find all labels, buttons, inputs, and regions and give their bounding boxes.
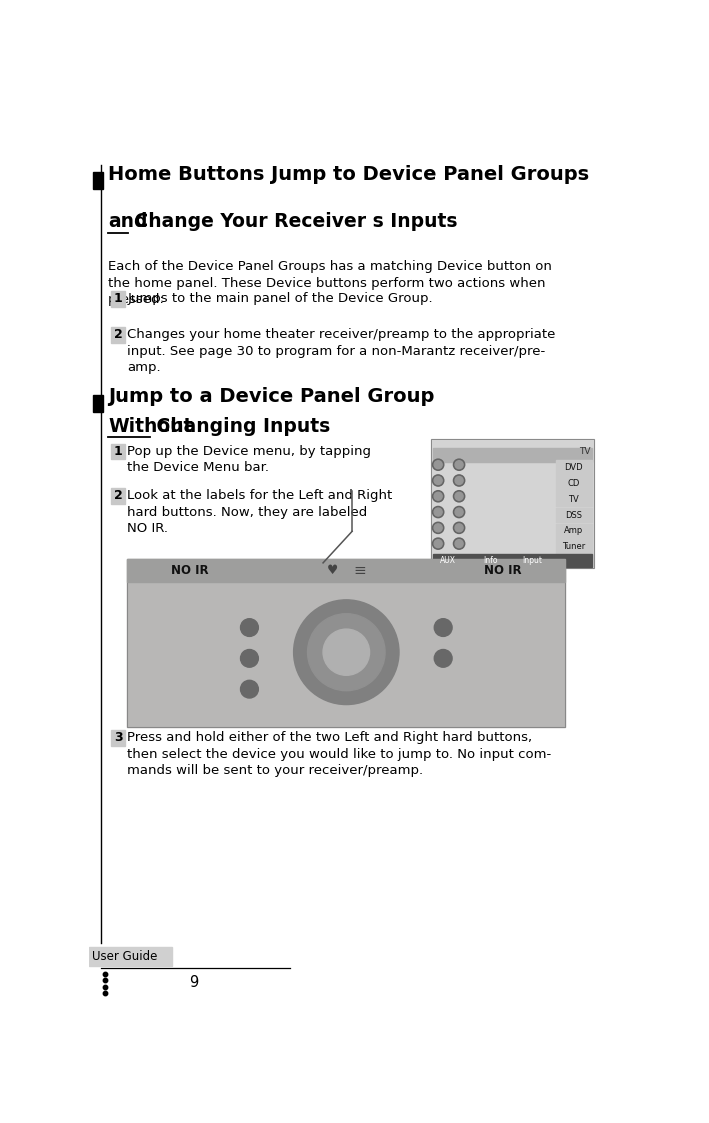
- Text: Look at the labels for the Left and Right: Look at the labels for the Left and Righ…: [128, 490, 393, 502]
- Text: and: and: [108, 212, 147, 231]
- Text: NO IR: NO IR: [171, 564, 208, 577]
- Text: Jumps to the main panel of the Device Group.: Jumps to the main panel of the Device Gr…: [128, 292, 433, 305]
- Bar: [556, 460, 591, 475]
- Circle shape: [240, 619, 258, 637]
- Bar: [94, 395, 103, 412]
- Circle shape: [435, 619, 452, 637]
- Text: 1: 1: [114, 445, 123, 457]
- Text: 1: 1: [114, 292, 123, 305]
- Circle shape: [455, 540, 463, 548]
- Bar: [128, 559, 565, 582]
- Circle shape: [434, 476, 442, 484]
- Text: the home panel. These Device buttons perform two actions when: the home panel. These Device buttons per…: [108, 277, 545, 290]
- Bar: [111, 444, 125, 459]
- Circle shape: [435, 649, 452, 667]
- Circle shape: [308, 613, 385, 691]
- Text: 9: 9: [189, 975, 198, 989]
- Bar: [128, 559, 565, 727]
- Text: DSS: DSS: [565, 511, 582, 520]
- Text: mands will be sent to your receiver/preamp.: mands will be sent to your receiver/prea…: [128, 764, 423, 777]
- Circle shape: [455, 508, 463, 517]
- Circle shape: [432, 491, 444, 502]
- Circle shape: [434, 523, 442, 532]
- Circle shape: [323, 629, 369, 675]
- Text: input. See page 30 to program for a non-Marantz receiver/pre-: input. See page 30 to program for a non-…: [128, 345, 546, 358]
- Text: Jump to a Device Panel Group: Jump to a Device Panel Group: [108, 387, 435, 407]
- Bar: [432, 554, 593, 567]
- Text: hard buttons. Now, they are labeled: hard buttons. Now, they are labeled: [128, 505, 368, 519]
- Text: the Device Menu bar.: the Device Menu bar.: [128, 462, 269, 474]
- Text: pressed:: pressed:: [108, 293, 165, 307]
- Bar: [556, 539, 591, 554]
- Circle shape: [454, 491, 464, 502]
- Circle shape: [432, 522, 444, 533]
- Text: then select the device you would like to jump to. No input com-: then select the device you would like to…: [128, 748, 552, 760]
- Bar: [111, 327, 125, 343]
- Text: TV: TV: [568, 495, 579, 504]
- Circle shape: [454, 506, 464, 518]
- Bar: [556, 508, 591, 522]
- Circle shape: [434, 492, 442, 500]
- Circle shape: [454, 459, 464, 471]
- Text: Input: Input: [523, 556, 542, 565]
- Bar: [128, 559, 565, 727]
- Text: 2: 2: [114, 328, 123, 341]
- Text: Tuner: Tuner: [562, 542, 585, 551]
- Text: Each of the Device Panel Groups has a matching Device button on: Each of the Device Panel Groups has a ma…: [108, 261, 552, 273]
- Text: DVD: DVD: [564, 464, 583, 473]
- Bar: [111, 291, 125, 307]
- Bar: [111, 489, 125, 504]
- Text: NO IR: NO IR: [484, 564, 522, 577]
- Text: TV: TV: [579, 447, 591, 456]
- Text: Amp: Amp: [564, 527, 583, 536]
- Text: Changing Inputs: Changing Inputs: [150, 417, 330, 436]
- Text: Home Buttons Jump to Device Panel Groups: Home Buttons Jump to Device Panel Groups: [108, 165, 589, 183]
- Text: Info: Info: [483, 556, 497, 565]
- Text: NO IR.: NO IR.: [128, 522, 168, 536]
- Text: User Guide: User Guide: [92, 950, 158, 962]
- Circle shape: [455, 523, 463, 532]
- Bar: [89, 947, 172, 966]
- Circle shape: [455, 460, 463, 468]
- Text: AUX: AUX: [440, 556, 455, 565]
- Text: Without: Without: [108, 417, 192, 436]
- Circle shape: [240, 681, 258, 699]
- Circle shape: [432, 459, 444, 471]
- Circle shape: [294, 600, 399, 704]
- Bar: [94, 173, 103, 190]
- Text: 3: 3: [114, 731, 123, 743]
- Circle shape: [434, 540, 442, 548]
- Text: amp.: amp.: [128, 362, 161, 374]
- Circle shape: [455, 492, 463, 500]
- Bar: [431, 439, 594, 568]
- Text: 2: 2: [114, 490, 123, 502]
- Circle shape: [432, 538, 444, 549]
- Circle shape: [454, 522, 464, 533]
- Circle shape: [434, 460, 442, 468]
- Circle shape: [455, 476, 463, 484]
- Circle shape: [454, 538, 464, 549]
- Bar: [556, 492, 591, 506]
- Circle shape: [432, 475, 444, 486]
- Text: Changes your home theater receiver/preamp to the appropriate: Changes your home theater receiver/pream…: [128, 328, 556, 341]
- Bar: [431, 439, 594, 568]
- Circle shape: [432, 506, 444, 518]
- Circle shape: [454, 475, 464, 486]
- Text: Pop up the Device menu, by tapping: Pop up the Device menu, by tapping: [128, 445, 372, 457]
- Text: Press and hold either of the two Left and Right hard buttons,: Press and hold either of the two Left an…: [128, 731, 532, 743]
- Text: ≡: ≡: [354, 563, 367, 578]
- Bar: [111, 730, 125, 746]
- Bar: [556, 476, 591, 491]
- Text: Change Your Receiver s Inputs: Change Your Receiver s Inputs: [128, 212, 457, 231]
- Text: ♥: ♥: [327, 564, 338, 577]
- Text: CD: CD: [567, 480, 579, 489]
- Bar: [556, 523, 591, 538]
- Bar: [432, 448, 593, 462]
- Circle shape: [240, 649, 258, 667]
- Circle shape: [434, 508, 442, 517]
